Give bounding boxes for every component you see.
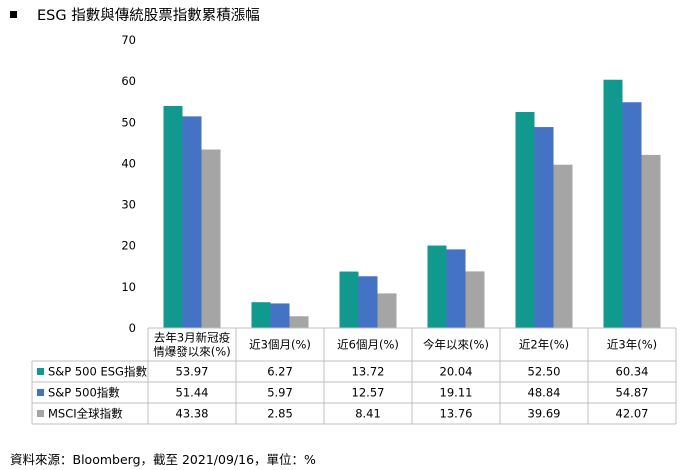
x-tick-label: 今年以來(%)	[423, 338, 489, 352]
bar	[553, 164, 573, 328]
x-tick-label: 情爆發以來(%)	[153, 345, 230, 359]
data-label: 20.04	[440, 365, 473, 379]
bar	[515, 112, 535, 328]
x-tick-label: 近6個月(%)	[337, 338, 399, 352]
y-tick-label: 30	[121, 198, 136, 212]
bar	[201, 149, 221, 328]
data-label: 19.11	[440, 386, 473, 400]
legend-label: S&P 500 ESG指數	[48, 365, 147, 379]
bar	[163, 105, 183, 329]
bar	[427, 245, 447, 328]
data-label: 39.69	[528, 407, 561, 421]
y-tick-label: 60	[121, 74, 136, 88]
data-label: 6.27	[267, 365, 293, 379]
bar	[465, 271, 485, 328]
bar	[270, 303, 290, 328]
bar	[622, 102, 642, 328]
legend-swatch	[37, 389, 44, 396]
bar	[339, 271, 359, 328]
bar	[358, 276, 378, 328]
data-label: 5.97	[267, 386, 293, 400]
data-label: 13.72	[352, 365, 385, 379]
bar	[377, 293, 397, 328]
bar	[603, 79, 623, 328]
legend-swatch	[37, 368, 44, 375]
bar	[251, 302, 271, 328]
bar	[641, 154, 661, 328]
data-label: 48.84	[528, 386, 561, 400]
square-bullet-icon	[10, 10, 17, 18]
x-tick-label: 近3個月(%)	[249, 338, 311, 352]
legend-label: S&P 500指數	[48, 386, 120, 400]
data-label: 60.34	[616, 365, 649, 379]
data-label: 42.07	[616, 407, 649, 421]
x-tick-label: 去年3月新冠疫	[154, 331, 230, 345]
y-tick-label: 20	[121, 239, 136, 253]
y-tick-label: 0	[129, 321, 136, 335]
title-row: ESG 指數與傳統股票指數累積漲幅	[10, 4, 260, 24]
y-tick-label: 40	[121, 156, 136, 170]
x-tick-label: 近2年(%)	[519, 338, 569, 352]
y-tick-label: 70	[121, 33, 136, 47]
data-label: 52.50	[528, 365, 561, 379]
y-tick-label: 10	[121, 280, 136, 294]
data-label: 8.41	[355, 407, 381, 421]
source-note: 資料來源：Bloomberg，截至 2021/09/16，單位：%	[10, 452, 316, 467]
data-label: 54.87	[616, 386, 649, 400]
bar	[534, 127, 554, 328]
y-tick-label: 50	[121, 115, 136, 129]
data-label: 2.85	[267, 407, 293, 421]
data-label: 51.44	[176, 386, 209, 400]
data-label: 13.76	[440, 407, 473, 421]
bar	[182, 116, 202, 328]
data-label: 43.38	[176, 407, 209, 421]
legend-swatch	[37, 410, 44, 417]
x-tick-label: 近3年(%)	[607, 338, 657, 352]
bar	[446, 249, 466, 328]
data-label: 53.97	[176, 365, 209, 379]
data-label: 12.57	[352, 386, 385, 400]
chart-title: ESG 指數與傳統股票指數累積漲幅	[37, 7, 260, 24]
legend-label: MSCI全球指數	[48, 407, 123, 421]
bar	[289, 316, 309, 328]
